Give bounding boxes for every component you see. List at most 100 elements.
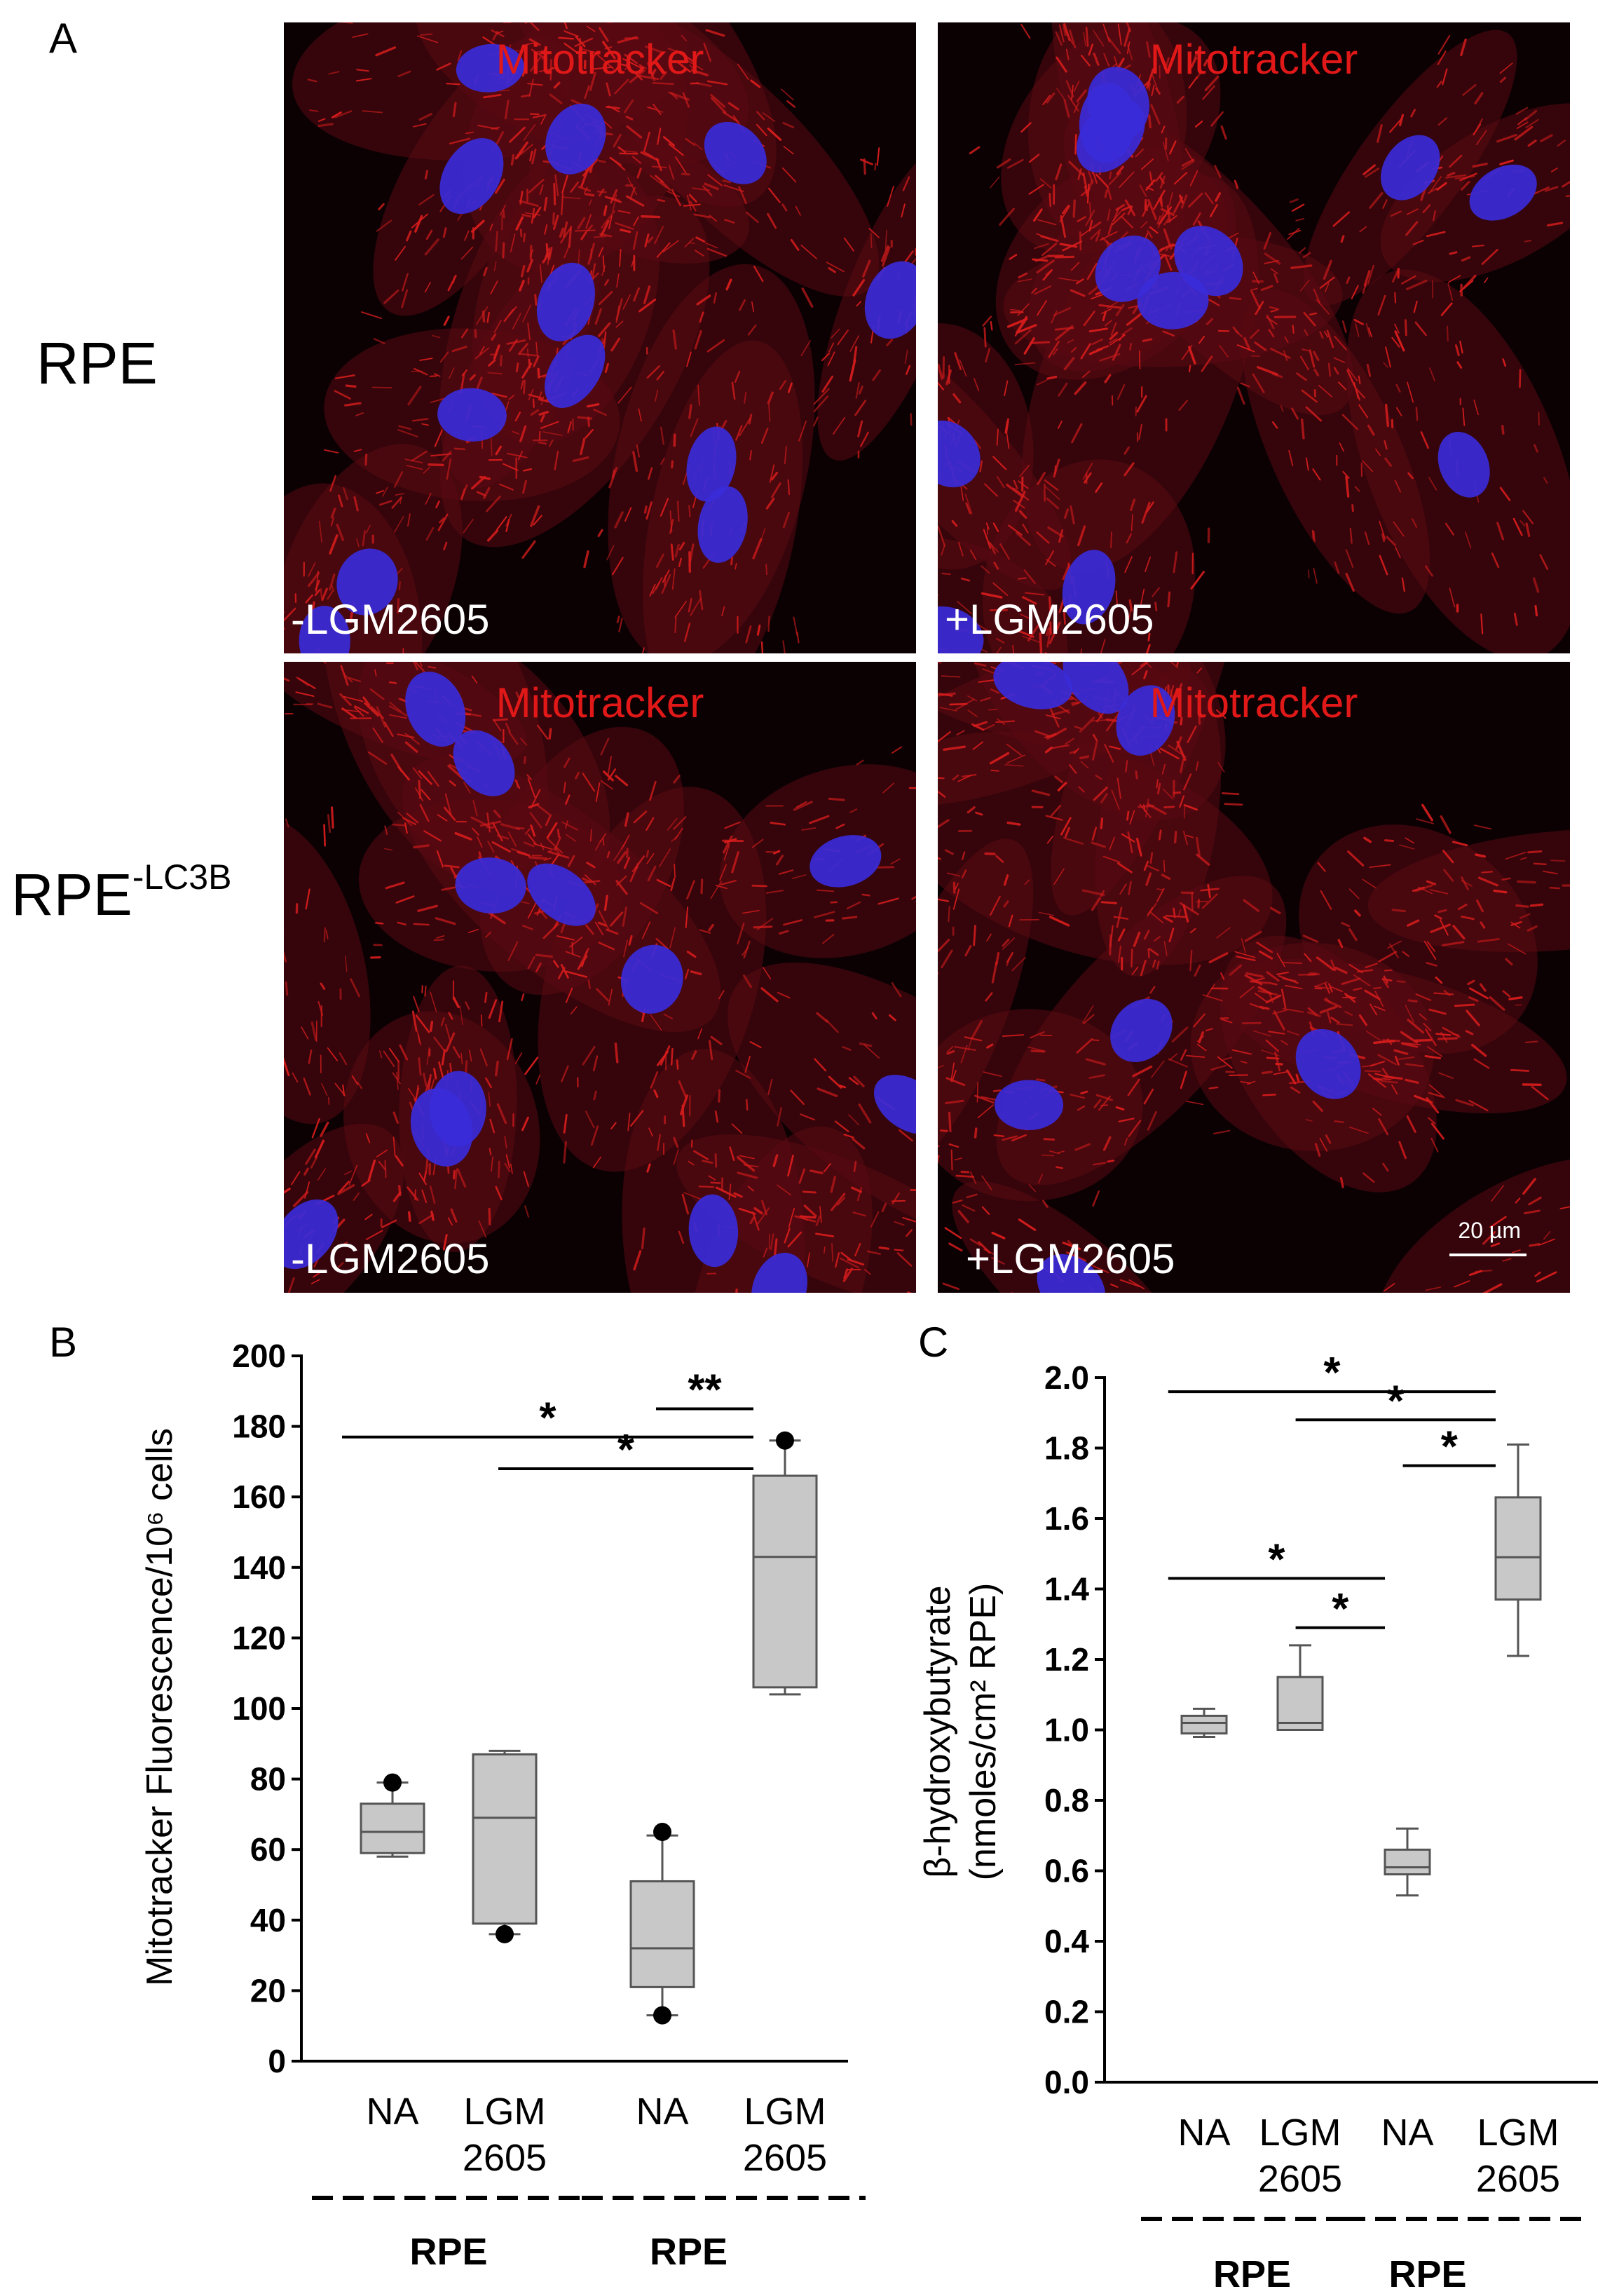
- micrograph-stain-label: Mitotracker: [938, 35, 1570, 83]
- mitochondria-strand: [485, 993, 486, 1002]
- row-label-rpe-lc3b-text: RPE: [11, 862, 132, 928]
- mitochondria-strand: [480, 477, 489, 479]
- b-y-tick-label: 60: [250, 1831, 286, 1868]
- micrograph-condition-label: -LGM2605: [291, 595, 489, 644]
- mitochondria-strand: [957, 1176, 974, 1177]
- mitochondria-strand: [1455, 1005, 1474, 1006]
- c-y-tick-label: 0.2: [1044, 1994, 1089, 2030]
- micrograph-rpe-lc3b-treated-image: [938, 662, 1570, 1293]
- b-y-tick-label: 40: [250, 1902, 286, 1938]
- micrograph-rpe-lc3b-untreated-image: [284, 662, 916, 1293]
- mitochondria-strand: [435, 939, 444, 940]
- mitochondria-strand: [1081, 756, 1088, 758]
- c-significance-label: *: [1441, 1423, 1459, 1472]
- mitochondria-strand: [1517, 906, 1528, 907]
- mitochondria-strand: [766, 564, 767, 574]
- micrograph-condition-label: +LGM2605: [945, 595, 1154, 644]
- c-y-tick-label: 1.6: [1044, 1500, 1089, 1537]
- mitochondria-strand: [1101, 1105, 1107, 1106]
- mitochondria-strand: [393, 824, 405, 825]
- mitochondria-strand: [1416, 407, 1417, 420]
- mitochondria-strand: [995, 1135, 1004, 1136]
- mitochondria-strand: [892, 1201, 905, 1202]
- mitochondria-strand: [603, 839, 604, 845]
- mitochondria-strand: [1108, 1160, 1114, 1161]
- b-significance-label: *: [617, 1426, 635, 1474]
- mitochondria-strand: [645, 507, 646, 513]
- mitochondria-strand: [672, 461, 673, 468]
- mitochondria-strand: [529, 360, 530, 367]
- mitochondria-strand: [1313, 531, 1314, 541]
- mitochondria-strand: [1030, 342, 1049, 343]
- mitochondria-strand: [1365, 1071, 1381, 1072]
- c-category-label: 2605: [1476, 2158, 1560, 2200]
- mitochondria-strand: [491, 438, 492, 456]
- mitochondria-strand: [1131, 949, 1132, 967]
- b-y-tick-label: 0: [268, 2043, 286, 2079]
- mitochondria-strand: [843, 917, 856, 918]
- micrograph-rpe-untreated: Mitotracker -LGM2605: [284, 22, 916, 653]
- mitochondria-strand: [453, 277, 454, 283]
- mitochondria-strand: [1518, 881, 1535, 882]
- c-y-tick-label: 1.8: [1044, 1430, 1089, 1467]
- mitochondria-strand: [1136, 771, 1137, 778]
- mitochondria-strand: [942, 573, 950, 574]
- mitochondria-strand: [1189, 366, 1190, 372]
- mitochondria-strand: [895, 1250, 903, 1251]
- mitochondria-strand: [1299, 974, 1318, 975]
- c-significance-label: *: [1268, 1535, 1285, 1584]
- mitochondria-strand: [664, 576, 665, 586]
- mitochondria-strand: [1525, 240, 1531, 241]
- c-significance-label: *: [1323, 1349, 1341, 1397]
- mitochondria-strand: [1447, 327, 1448, 341]
- mitochondria-strand: [829, 799, 844, 800]
- mitochondria-strand: [910, 788, 916, 789]
- mitochondria-strand: [1175, 832, 1176, 843]
- mitochondria-strand: [607, 107, 620, 108]
- mitochondria-strand: [409, 1212, 410, 1221]
- mitochondria-strand: [1334, 1121, 1343, 1122]
- mitochondria-strand: [1225, 804, 1242, 805]
- mitochondria-strand: [1230, 298, 1241, 299]
- mitochondria-strand: [769, 616, 770, 631]
- b-group-label: RPE: [650, 2231, 728, 2273]
- mitochondria-strand: [617, 617, 619, 623]
- mitochondria-strand: [286, 983, 287, 995]
- mitochondria-strand: [707, 1273, 716, 1274]
- b-category-label: LGM: [463, 2091, 545, 2133]
- mitochondria-strand: [1530, 1244, 1539, 1246]
- mitochondria-strand: [489, 1209, 490, 1224]
- mitochondria-strand: [941, 1131, 948, 1132]
- mitochondria-strand: [1159, 831, 1161, 839]
- mitochondria-strand: [1374, 988, 1381, 989]
- scale-bar: [1449, 1254, 1526, 1256]
- mitochondria-strand: [1044, 1139, 1054, 1140]
- mitochondria-strand: [658, 200, 664, 201]
- mitochondria-strand: [535, 295, 536, 305]
- mitochondria-strand: [1398, 981, 1405, 982]
- mitochondria-strand: [1056, 1167, 1063, 1169]
- b-category-label: NA: [366, 2091, 418, 2133]
- mitochondria-strand: [974, 926, 976, 945]
- mitochondria-strand: [1536, 606, 1537, 615]
- c-group-label: RPE: [1388, 2253, 1466, 2292]
- c-box: [1496, 1497, 1541, 1600]
- mitochondria-strand: [594, 236, 606, 237]
- mitochondria-strand: [1519, 370, 1520, 387]
- mitochondria-strand: [1510, 998, 1522, 999]
- row-label-rpe-text: RPE: [36, 330, 158, 396]
- mitochondria-strand: [1080, 232, 1081, 250]
- mitochondria-strand: [1409, 1000, 1416, 1001]
- b-category-label: 2605: [743, 2137, 827, 2179]
- c-category-label: LGM: [1477, 2112, 1559, 2154]
- micrograph-rpe-treated-image: [938, 22, 1570, 653]
- mitochondria-strand: [524, 757, 525, 763]
- mitochondria-strand: [1405, 320, 1406, 335]
- c-y-axis-label-line2: (nmoles/cm² RPE): [963, 1583, 1004, 1881]
- mitochondria-strand: [754, 927, 772, 928]
- mitochondria-strand: [1415, 1040, 1430, 1041]
- mitochondria-strand: [1151, 853, 1152, 863]
- c-category-label: NA: [1177, 2112, 1230, 2154]
